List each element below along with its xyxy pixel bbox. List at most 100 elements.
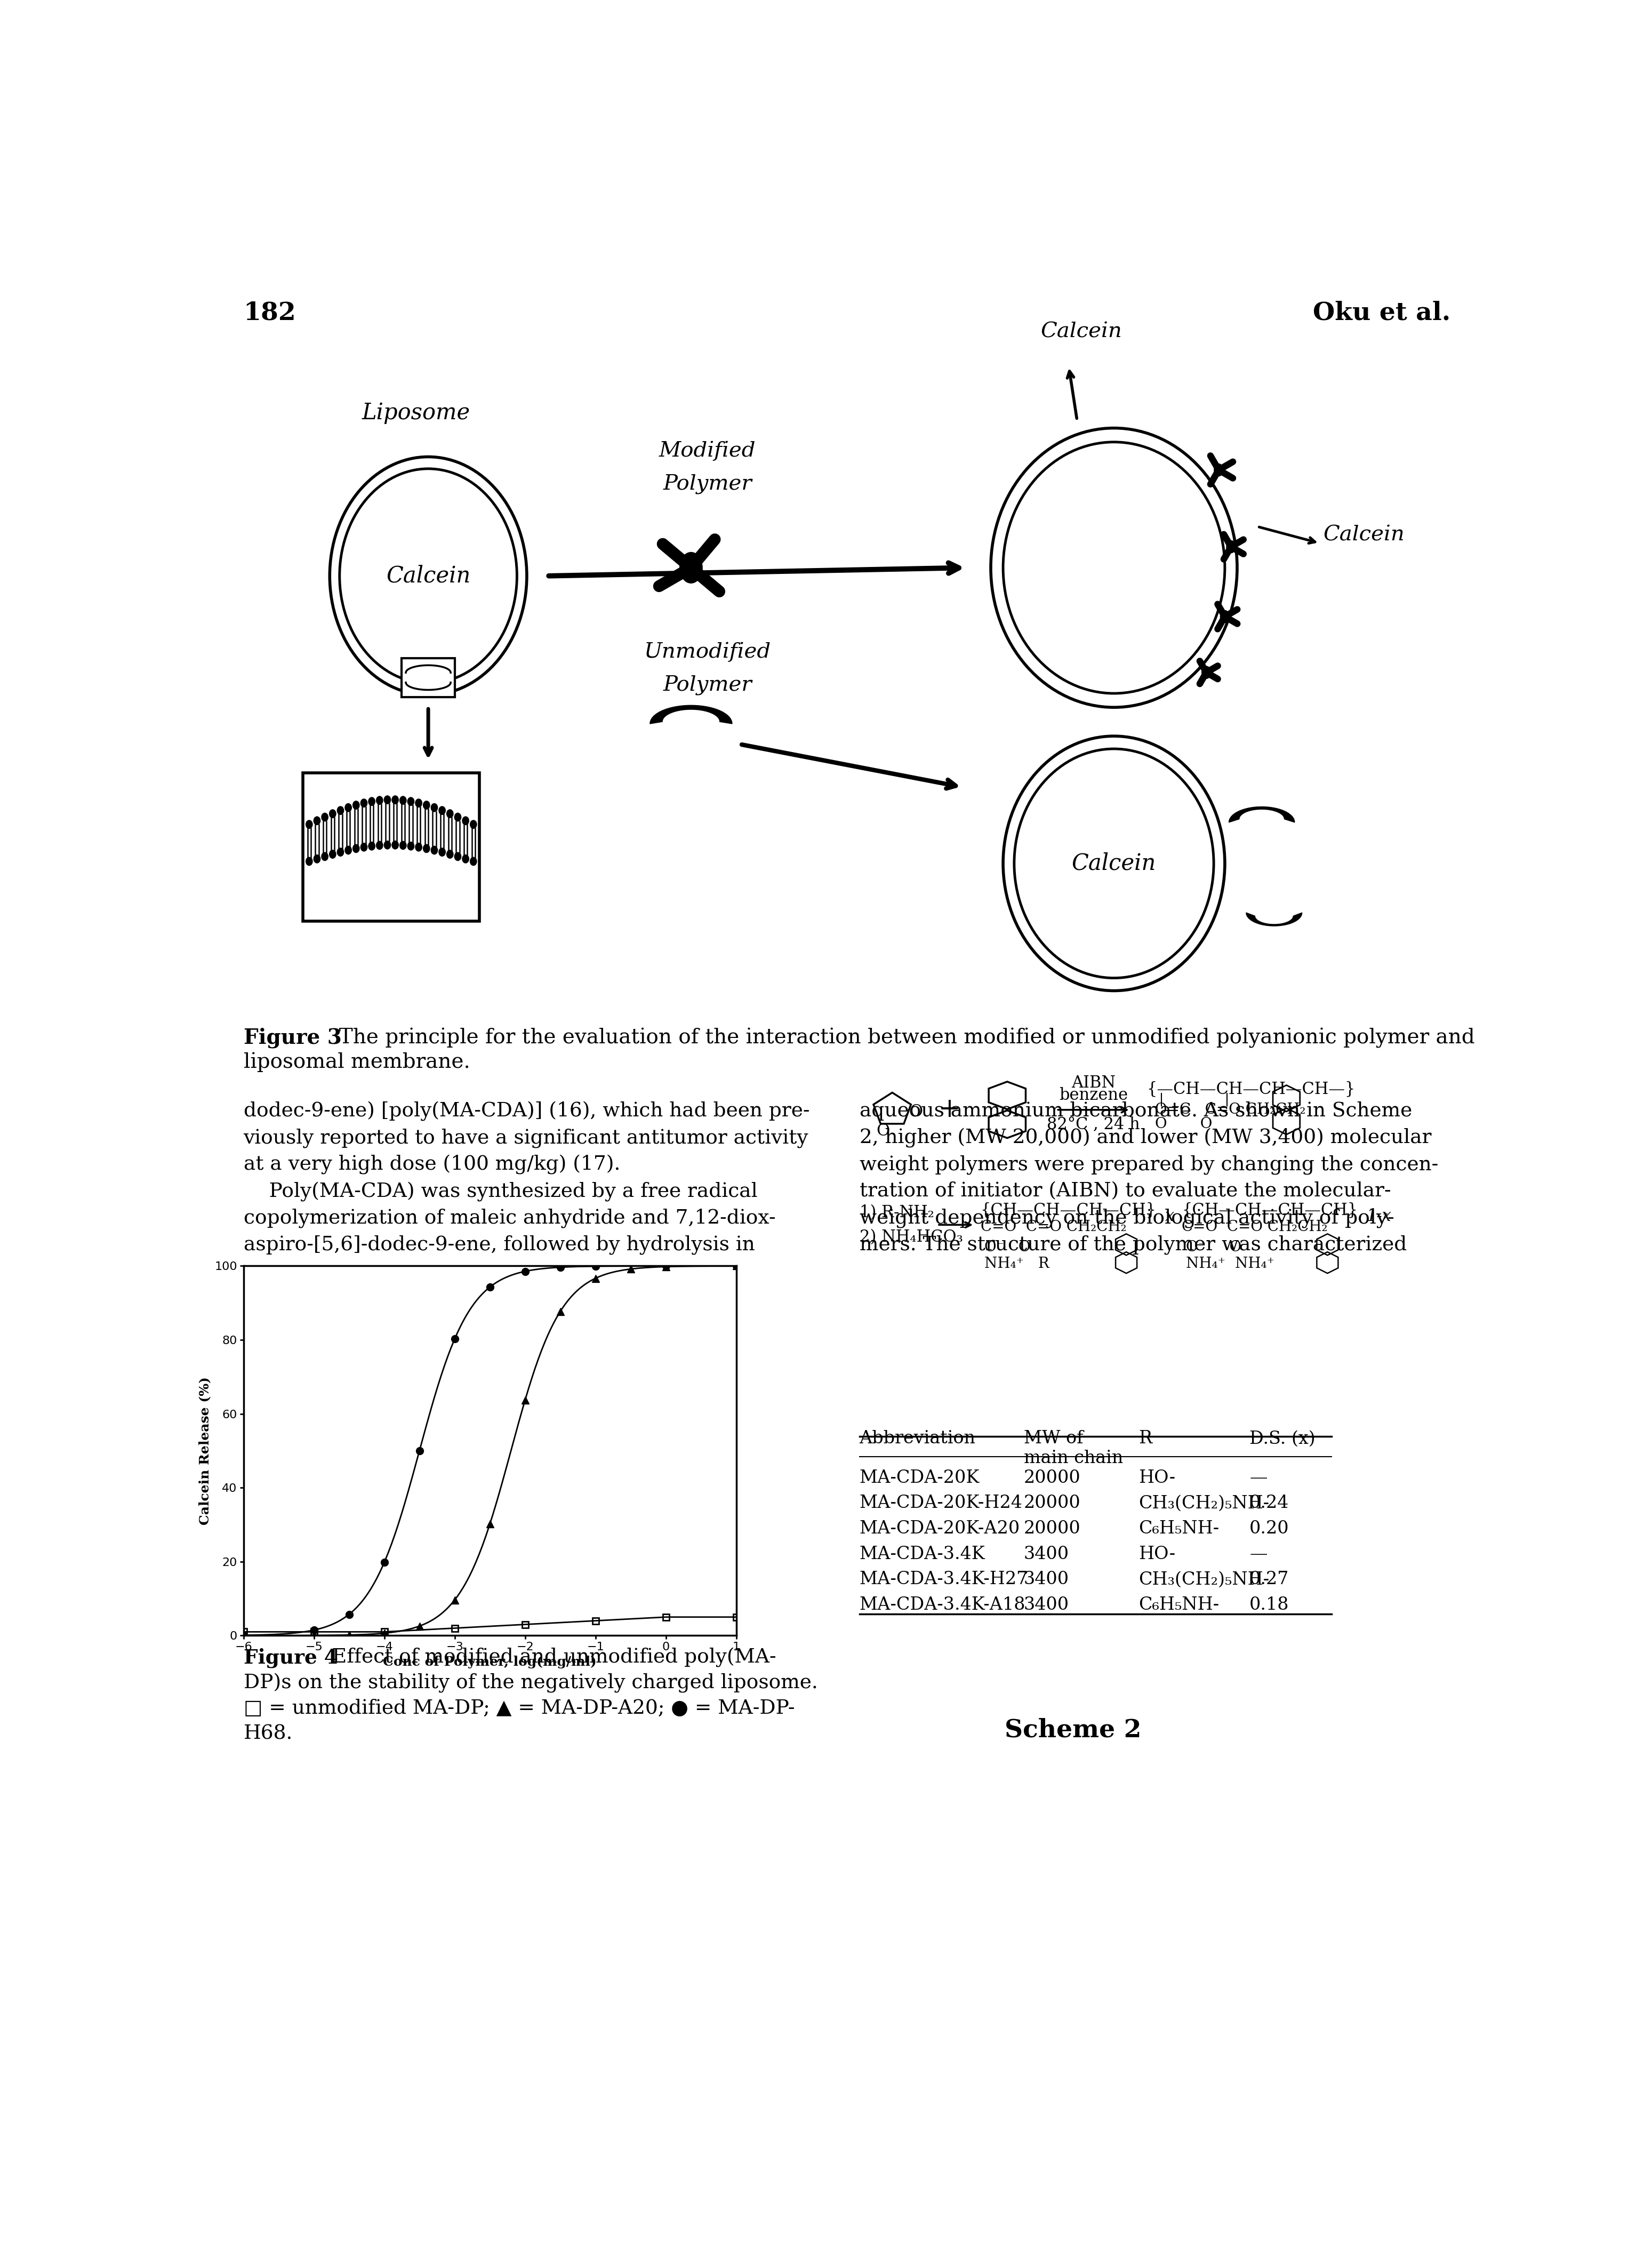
Text: mers. The structure of the polymer was characterized: mers. The structure of the polymer was c… — [859, 1235, 1406, 1255]
Text: {—CH—CH—CH—CH—}: {—CH—CH—CH—CH—} — [1146, 1081, 1356, 1097]
Text: 3400: 3400 — [1024, 1546, 1069, 1564]
Text: Oku et al.: Oku et al. — [1313, 300, 1450, 324]
Ellipse shape — [471, 856, 477, 865]
Ellipse shape — [392, 795, 398, 804]
Text: MA-CDA-20K: MA-CDA-20K — [859, 1469, 980, 1487]
Text: x: x — [1165, 1208, 1175, 1226]
Text: dodec-9-ene) [poly(MA-CDA)] (16), which had been pre-: dodec-9-ene) [poly(MA-CDA)] (16), which … — [243, 1102, 809, 1122]
Text: 0.27: 0.27 — [1249, 1570, 1289, 1588]
Text: HO-: HO- — [1138, 1546, 1176, 1564]
Ellipse shape — [1221, 611, 1229, 622]
Text: benzene: benzene — [1059, 1088, 1128, 1104]
Text: 0.24: 0.24 — [1249, 1494, 1289, 1512]
Text: +: + — [938, 1097, 961, 1122]
Text: Effect of modified and unmodified poly(MA-: Effect of modified and unmodified poly(M… — [319, 1647, 776, 1667]
Text: 3400: 3400 — [1024, 1597, 1069, 1613]
Ellipse shape — [337, 847, 344, 856]
Text: H68.: H68. — [243, 1724, 292, 1744]
Text: CH₃(CH₂)₅NH-: CH₃(CH₂)₅NH- — [1138, 1494, 1269, 1512]
Text: 1-x: 1-x — [1366, 1208, 1391, 1226]
Text: —: — — [1249, 1546, 1267, 1564]
Text: MA-CDA-3.4K-H27: MA-CDA-3.4K-H27 — [859, 1570, 1028, 1588]
Text: 2) NH₄HCO₃: 2) NH₄HCO₃ — [859, 1228, 963, 1246]
Text: 20000: 20000 — [1024, 1469, 1080, 1487]
Ellipse shape — [1226, 541, 1236, 552]
Text: Figure 4: Figure 4 — [243, 1647, 337, 1667]
Text: copolymerization of maleic anhydride and 7,12-diox-: copolymerization of maleic anhydride and… — [243, 1208, 775, 1228]
Ellipse shape — [360, 800, 367, 807]
Text: MA-CDA-3.4K-A18: MA-CDA-3.4K-A18 — [859, 1597, 1026, 1613]
Text: aqueous ammonium bicarbonate. As shown in Scheme: aqueous ammonium bicarbonate. As shown i… — [859, 1102, 1412, 1120]
Ellipse shape — [329, 809, 335, 818]
Text: 0.20: 0.20 — [1249, 1521, 1289, 1537]
Ellipse shape — [439, 807, 446, 816]
Ellipse shape — [423, 845, 430, 852]
Ellipse shape — [415, 800, 421, 807]
Text: 1) R-NH₂: 1) R-NH₂ — [859, 1205, 933, 1221]
Text: CH₃(CH₂)₅NH-: CH₃(CH₂)₅NH- — [1138, 1570, 1269, 1588]
Ellipse shape — [1201, 667, 1211, 678]
Text: 82°C , 24 h: 82°C , 24 h — [1047, 1115, 1140, 1133]
Ellipse shape — [368, 798, 375, 807]
Text: aspiro-[5,6]-dodec-9-ene, followed by hydrolysis in: aspiro-[5,6]-dodec-9-ene, followed by hy… — [243, 1235, 755, 1255]
Ellipse shape — [306, 856, 312, 865]
Ellipse shape — [446, 809, 453, 818]
Ellipse shape — [400, 840, 406, 849]
Bar — [302, 773, 479, 921]
Text: NH₄⁺   R: NH₄⁺ R — [985, 1257, 1049, 1271]
Text: R: R — [1138, 1431, 1151, 1446]
Ellipse shape — [306, 820, 312, 829]
Text: Poly(MA-CDA) was synthesized by a free radical: Poly(MA-CDA) was synthesized by a free r… — [243, 1183, 757, 1201]
Polygon shape — [649, 705, 732, 723]
Text: O=C   C=O CH₂CH₂: O=C C=O CH₂CH₂ — [1155, 1102, 1305, 1117]
Ellipse shape — [423, 802, 430, 809]
Text: Polymer: Polymer — [662, 473, 752, 493]
Ellipse shape — [446, 849, 453, 858]
Text: O⁻   O: O⁻ O — [985, 1239, 1031, 1255]
Ellipse shape — [463, 854, 469, 863]
Text: C=O  C=O CH₂CH₂: C=O C=O CH₂CH₂ — [981, 1219, 1127, 1235]
Text: C₆H₅NH-: C₆H₅NH- — [1138, 1521, 1219, 1537]
Text: D.S. (x): D.S. (x) — [1249, 1431, 1315, 1446]
Text: MA-CDA-20K-H24: MA-CDA-20K-H24 — [859, 1494, 1023, 1512]
Text: 3400: 3400 — [1024, 1570, 1069, 1588]
Ellipse shape — [415, 843, 421, 852]
Text: Calcein: Calcein — [1323, 525, 1404, 545]
Text: 2, higher (MW 20,000) and lower (MW 3,400) molecular: 2, higher (MW 20,000) and lower (MW 3,40… — [859, 1129, 1431, 1149]
Ellipse shape — [454, 852, 461, 861]
Ellipse shape — [322, 813, 329, 822]
Polygon shape — [1229, 807, 1295, 822]
Ellipse shape — [345, 804, 352, 811]
Text: C₆H₅NH-: C₆H₅NH- — [1138, 1597, 1219, 1613]
Text: liposomal membrane.: liposomal membrane. — [243, 1052, 469, 1072]
Ellipse shape — [408, 798, 415, 807]
Ellipse shape — [354, 845, 360, 852]
Text: MA-CDA-3.4K: MA-CDA-3.4K — [859, 1546, 985, 1564]
Ellipse shape — [431, 804, 438, 811]
Text: 20000: 20000 — [1024, 1494, 1080, 1512]
Polygon shape — [1246, 912, 1302, 926]
Text: 20000: 20000 — [1024, 1521, 1080, 1537]
Text: Liposome: Liposome — [362, 401, 471, 424]
Text: Unmodified: Unmodified — [644, 642, 771, 662]
Text: —: — — [1249, 1469, 1267, 1487]
Ellipse shape — [392, 840, 398, 849]
Ellipse shape — [400, 795, 406, 804]
Text: O: O — [877, 1122, 890, 1140]
Text: MW of
main chain: MW of main chain — [1024, 1431, 1123, 1467]
Ellipse shape — [1214, 464, 1222, 475]
Text: □ = unmodified MA-DP; ▲ = MA-DP-A20; ● = MA-DP-: □ = unmodified MA-DP; ▲ = MA-DP-A20; ● =… — [243, 1699, 795, 1719]
Bar — [401, 658, 454, 696]
Text: DP)s on the stability of the negatively charged liposome.: DP)s on the stability of the negatively … — [243, 1674, 818, 1692]
Ellipse shape — [314, 816, 320, 825]
Text: 182: 182 — [243, 300, 296, 324]
Text: Calcein: Calcein — [387, 566, 471, 588]
Ellipse shape — [408, 843, 415, 849]
Text: Calcein: Calcein — [1072, 852, 1156, 874]
Text: {CH—CH—CH—CH}: {CH—CH—CH—CH} — [981, 1203, 1156, 1219]
Text: Modified: Modified — [659, 442, 757, 462]
Text: MA-CDA-20K-A20: MA-CDA-20K-A20 — [859, 1521, 1019, 1537]
Text: NH₄⁺  NH₄⁺: NH₄⁺ NH₄⁺ — [1186, 1257, 1274, 1271]
Ellipse shape — [377, 840, 383, 849]
Ellipse shape — [431, 847, 438, 854]
